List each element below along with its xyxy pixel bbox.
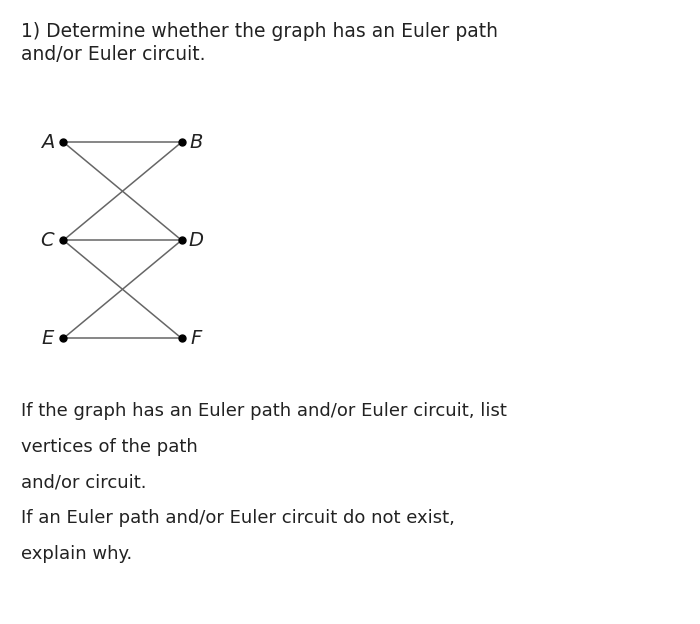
Text: and/or circuit.: and/or circuit. [21,474,146,492]
Text: and/or Euler circuit.: and/or Euler circuit. [21,45,206,64]
Text: A: A [41,133,55,152]
Text: B: B [189,133,202,152]
Text: F: F [190,329,202,348]
Text: explain why.: explain why. [21,545,132,563]
Text: If the graph has an Euler path and/or Euler circuit, list: If the graph has an Euler path and/or Eu… [21,402,507,421]
Text: 1) Determine whether the graph has an Euler path: 1) Determine whether the graph has an Eu… [21,22,498,41]
Text: D: D [188,231,203,250]
Text: If an Euler path and/or Euler circuit do not exist,: If an Euler path and/or Euler circuit do… [21,509,455,527]
Text: C: C [40,231,54,250]
Text: vertices of the path: vertices of the path [21,438,197,456]
Text: E: E [42,329,55,348]
